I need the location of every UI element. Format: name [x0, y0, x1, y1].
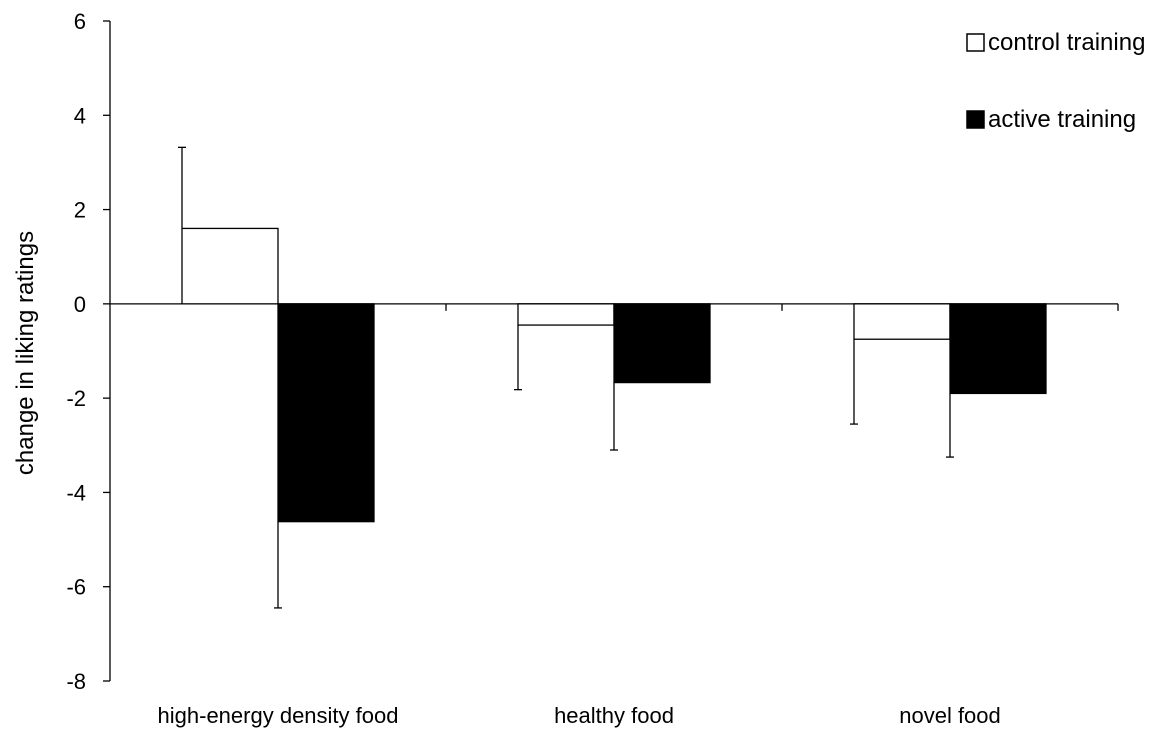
bar-control-training-high-energy-density-food: [181, 227, 279, 305]
bar-active-training-healthy-food: [613, 303, 711, 384]
bar-active-training-high-energy-density-food: [277, 303, 375, 523]
y-tick-label: -8: [66, 669, 86, 694]
y-axis-title: change in liking ratings: [12, 231, 39, 475]
legend: control training active training: [966, 29, 1145, 133]
bars: [181, 227, 1047, 523]
bar-control-training-healthy-food: [517, 303, 615, 326]
y-tick-label: -2: [66, 386, 86, 411]
y-axis: -8 -6 -4 -2 0 2 4 6: [66, 9, 111, 694]
legend-swatch-active-training: [966, 110, 985, 129]
x-tick-label-healthy-food: healthy food: [554, 703, 674, 728]
y-tick-label: 2: [74, 198, 86, 223]
legend-label-active-training: active training: [988, 106, 1136, 133]
x-tick-label-high-energy-density-food: high-energy density food: [158, 703, 399, 728]
legend-label-control-training: control training: [988, 29, 1145, 56]
y-tick-label: 4: [74, 103, 86, 128]
y-tick-label: -4: [66, 480, 86, 505]
y-tick-label: 0: [74, 292, 86, 317]
error-bars: [178, 146, 954, 609]
x-tick-label-novel-food: novel food: [899, 703, 1001, 728]
bar-control-training-novel-food: [853, 303, 951, 340]
bar-active-training-novel-food: [949, 303, 1047, 395]
y-tick-label: -6: [66, 575, 86, 600]
y-tick-label: 6: [74, 9, 86, 34]
legend-swatch-control-training: [966, 33, 985, 52]
